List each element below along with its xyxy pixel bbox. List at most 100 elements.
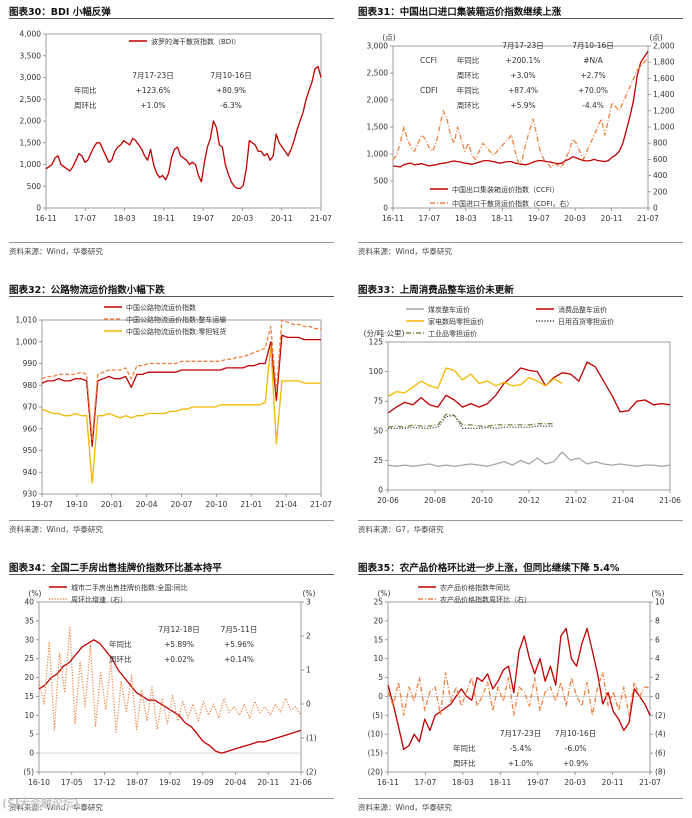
y2-tick-label: 800 xyxy=(653,139,668,148)
y-axis-unit: (%) xyxy=(378,589,391,598)
y-tick-label: 930 xyxy=(23,490,38,499)
y-tick-label: 10 xyxy=(373,654,383,663)
y2-tick-label: 1,400 xyxy=(653,90,675,99)
y2-tick-label: 4 xyxy=(655,654,660,663)
source-note: 资料来源：G7，华泰研究 xyxy=(358,525,444,534)
y-axis-unit: (分/吨·公里) xyxy=(364,328,405,338)
table-header: 7月17-23日 xyxy=(502,41,544,50)
y-tick-label: 125 xyxy=(369,338,384,347)
y2-tick-label: 6 xyxy=(655,635,660,644)
legend-label: 中国公路物流运价指数 xyxy=(126,303,196,312)
table-cell: +0.02% xyxy=(164,655,194,664)
legend-label: 农产品价格指数年同比 xyxy=(440,583,510,592)
title-rule xyxy=(358,574,683,575)
source-rule xyxy=(358,520,683,521)
y-axis-unit: (%) xyxy=(29,589,42,598)
y2-tick-label: 1,800 xyxy=(653,58,675,67)
series-line-4 xyxy=(387,413,554,428)
chart-title: 图表31：中国出口进口集装箱运价指数继续上涨 xyxy=(358,7,562,18)
watermark: (SJ大金融论坛) xyxy=(2,797,80,810)
chart-panel-bdi: 图表30：BDI 小幅反弹 0 500 1,000 1,500 2,000 2,500 3,… xyxy=(9,4,334,258)
y2-tick-label: 1,200 xyxy=(653,106,675,115)
x-tick-label: 18-11 xyxy=(489,778,511,787)
y2-tick-label: 2,000 xyxy=(653,42,675,51)
source-rule xyxy=(9,798,334,799)
series-line-1 xyxy=(387,361,671,414)
table-cell: 年同比 xyxy=(74,85,97,95)
y-tick-label: 3,000 xyxy=(20,73,42,82)
y-tick-label: 25 xyxy=(24,654,34,663)
y-tick-label: 1,000 xyxy=(20,160,42,169)
table-cell: 周环比 xyxy=(457,70,480,80)
table-cell: -4.4% xyxy=(582,101,604,110)
y2-tick-label: 600 xyxy=(653,155,668,164)
table-header: 7月17-23日 xyxy=(132,71,174,80)
x-tick-label: 18-03 xyxy=(455,214,477,223)
legend-label: 农产品价格指数周环比（右） xyxy=(440,595,531,604)
x-tick-label: 21-04 xyxy=(612,496,634,505)
y-tick-label: (5) xyxy=(23,768,34,777)
y-tick-label: 25 xyxy=(373,598,383,607)
x-tick-label: 20-08 xyxy=(424,496,446,505)
y-tick-label: 500 xyxy=(374,177,389,186)
x-tick-label: 18-11 xyxy=(491,214,513,223)
x-tick-label: 18-07 xyxy=(126,778,148,787)
chart-panel-consumer-freight: 图表33：上周消费品整车运价未更新 0 25 50 75 100 125 (分/吨·公里) 2… xyxy=(358,282,683,536)
x-tick-label: 20-03 xyxy=(564,214,586,223)
plot-frame xyxy=(387,341,671,491)
y-tick-label: 980 xyxy=(23,381,38,390)
x-tick-label: 20-03 xyxy=(232,214,254,223)
x-tick-label: 18-03 xyxy=(114,214,136,223)
legend-label: 波罗的海干散货指数（BDI） xyxy=(151,37,240,46)
chart-panel-agri: 图表35：农产品价格环比进一步上涨，但同比继续下降 5.4% (20) (15) (… xyxy=(358,560,683,814)
table-header: 7月12-18日 xyxy=(158,625,200,634)
x-tick-label: 19-09 xyxy=(192,778,214,787)
y-tick-label: 4,000 xyxy=(20,30,42,39)
table-cell: +70.0% xyxy=(578,86,608,95)
y-tick-label: 0 xyxy=(378,692,383,701)
y2-axis-unit: (点) xyxy=(649,33,662,42)
x-tick-label: 21-06 xyxy=(659,496,681,505)
chart-agri: (20)(15)(10)(5)0510152025(%)(8)(6)(4)(2)… xyxy=(368,583,666,787)
chart-panel-ccfi: 图表31：中国出口进口集装箱运价指数继续上涨 0 500 1,000 1,500 2,0… xyxy=(358,4,683,258)
source-note: 资料来源：Wind，华泰研究 xyxy=(9,525,103,534)
x-tick-label: 17-07 xyxy=(419,214,441,223)
x-tick-label: 21-02 xyxy=(565,496,587,505)
x-tick-label: 21-07 xyxy=(639,778,661,787)
x-tick-label: 20-03 xyxy=(564,778,586,787)
y-tick-label: 1,500 xyxy=(20,138,42,147)
x-tick-label: 16-11 xyxy=(377,778,399,787)
table-cell: +2.7% xyxy=(580,71,605,80)
table-cell: -6.0% xyxy=(565,744,587,753)
table-cell: +3.0% xyxy=(510,71,535,80)
table-cell: 年同比 xyxy=(109,639,132,649)
table-cell: +123.6% xyxy=(136,86,171,95)
table-cell: +80.9% xyxy=(216,86,246,95)
x-tick-label: 21-07 xyxy=(310,500,332,509)
x-tick-label: 20-11 xyxy=(257,778,279,787)
legend-label: 煤炭整车运价 xyxy=(428,305,470,314)
legend-label: 城市二手房出售挂牌价指数:全国:同比 xyxy=(71,583,188,592)
x-tick-label: 18-03 xyxy=(452,778,474,787)
table-cell: +200.1% xyxy=(506,56,541,65)
x-tick-label: 20-07 xyxy=(171,500,193,509)
table-cell: 周环比 xyxy=(457,100,480,110)
y2-axis-unit: (%) xyxy=(303,589,316,598)
y2-tick-label: (2) xyxy=(306,768,317,777)
table-cell: +1.0% xyxy=(140,101,165,110)
source-rule xyxy=(358,242,683,243)
table-cell: +5.9% xyxy=(510,101,535,110)
chart-title: 图表30：BDI 小幅反弹 xyxy=(9,7,111,18)
series-line-1 xyxy=(392,57,649,169)
x-tick-label: 16-11 xyxy=(35,214,57,223)
x-tick-label: 19-07 xyxy=(192,214,214,223)
y2-axis-unit: (%) xyxy=(652,589,665,598)
series-line-2 xyxy=(41,345,321,484)
x-tick-label: 17-07 xyxy=(415,778,437,787)
y2-tick-label: 2 xyxy=(655,673,660,682)
y2-tick-label: 0 xyxy=(655,692,660,701)
table-cell: CCFI xyxy=(420,56,437,65)
y2-tick-label: 0 xyxy=(306,700,311,709)
x-tick-label: 21-01 xyxy=(240,500,262,509)
table-cell: 周环比 xyxy=(453,758,476,768)
